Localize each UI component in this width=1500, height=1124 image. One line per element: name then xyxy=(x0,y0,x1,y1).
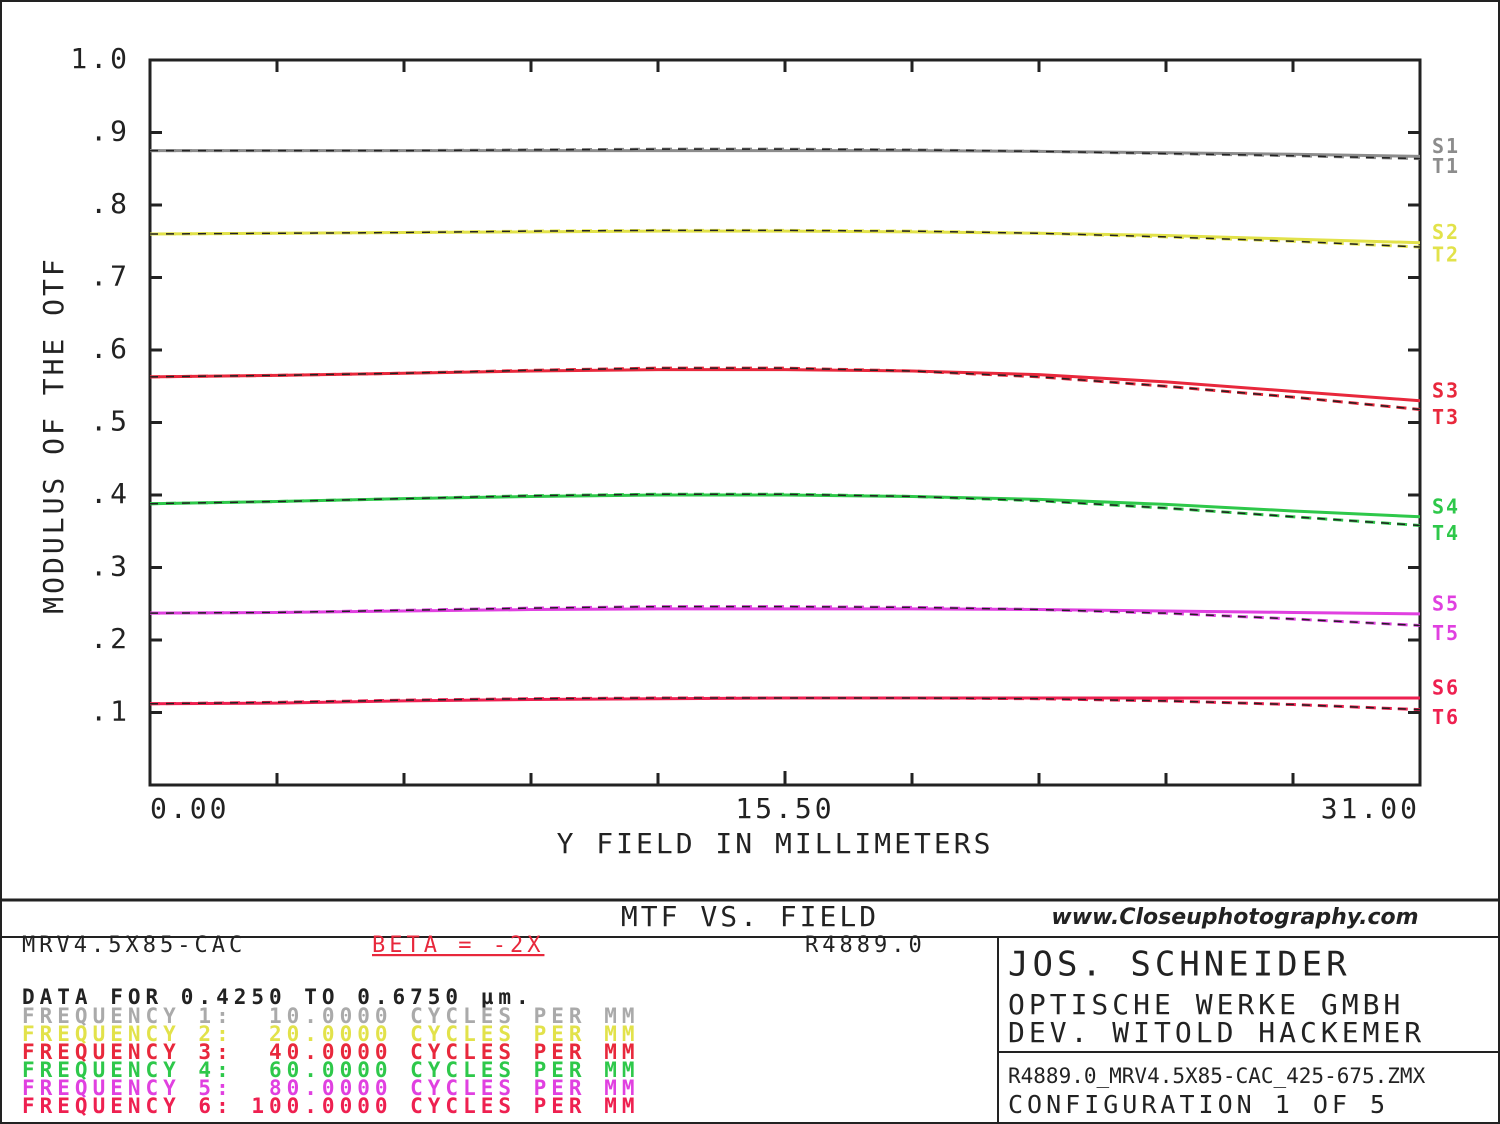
legend-label: T6 xyxy=(1432,705,1460,729)
legend-label: T5 xyxy=(1432,621,1460,645)
frequency-label: FREQUENCY 2: 20.0000 CYCLES PER MM xyxy=(22,1022,640,1046)
frequency-label: FREQUENCY 5: 80.0000 CYCLES PER MM xyxy=(22,1076,640,1100)
y-tick-label: .6 xyxy=(90,332,130,365)
company: JOS. SCHNEIDER xyxy=(1008,945,1351,985)
ref: R4889.0 xyxy=(805,933,926,958)
frequency-label: FREQUENCY 4: 60.0000 CYCLES PER MM xyxy=(22,1058,640,1082)
x-axis-title: Y FIELD IN MILLIMETERS xyxy=(557,827,994,860)
x-tick-label: 15.50 xyxy=(735,792,834,825)
tangential-line-overlay xyxy=(149,367,1421,411)
y-tick-label: .1 xyxy=(90,695,130,728)
legend-label: S4 xyxy=(1432,494,1460,518)
file-name: R4889.0_MRV4.5X85-CAC_425-675.ZMX xyxy=(1008,1064,1426,1088)
tangential-line-overlay xyxy=(150,148,1421,160)
legend-label: T3 xyxy=(1432,405,1460,429)
lens-name: MRV4.5X85-CAC xyxy=(22,933,246,958)
sagittal-line xyxy=(149,607,1421,616)
x-tick-label: 0.00 xyxy=(150,792,229,825)
y-axis-title: MODULUS OF THE OTF xyxy=(37,256,70,613)
plot-frame xyxy=(148,58,1422,787)
tangential-line-overlay xyxy=(149,697,1421,711)
y-tick-label: .2 xyxy=(90,622,130,655)
tangential-line-overlay xyxy=(149,493,1421,527)
legend-label: T1 xyxy=(1432,154,1460,178)
legend-label: S5 xyxy=(1432,591,1460,615)
company: OPTISCHE WERKE GMBH xyxy=(1008,988,1404,1021)
watermark: www.Closeuphotography.com xyxy=(1051,905,1418,930)
frequency-label: FREQUENCY 6: 100.0000 CYCLES PER MM xyxy=(22,1094,640,1118)
legend-label: S1 xyxy=(1432,134,1460,158)
y-tick-label: .9 xyxy=(90,115,130,148)
y-tick-label: .5 xyxy=(90,405,130,438)
legend-label: T4 xyxy=(1432,521,1460,545)
beta: BETA = -2X xyxy=(372,933,544,958)
legend-label: S6 xyxy=(1432,676,1460,700)
company: DEV. WITOLD HACKEMER xyxy=(1008,1016,1425,1049)
y-tick-label: 1.0 xyxy=(70,42,130,75)
data-range: DATA FOR 0.4250 TO 0.6750 µm. xyxy=(22,985,534,1009)
y-tick-label: .4 xyxy=(90,477,130,510)
legend-label: S2 xyxy=(1432,220,1460,244)
frequency-label: FREQUENCY 1: 10.0000 CYCLES PER MM xyxy=(22,1004,640,1028)
y-tick-label: .3 xyxy=(90,550,130,583)
tangential-line-overlay xyxy=(149,605,1421,627)
sagittal-line xyxy=(149,368,1421,403)
tangential-line xyxy=(149,696,1421,712)
legend-label: S3 xyxy=(1432,378,1460,402)
sagittal-line xyxy=(149,229,1421,245)
x-tick-label: 31.00 xyxy=(1321,792,1420,825)
footer-title: MTF VS. FIELD xyxy=(621,900,879,933)
y-tick-label: .7 xyxy=(90,260,130,293)
tangential-line-overlay xyxy=(149,229,1421,248)
frequency-label: FREQUENCY 3: 40.0000 CYCLES PER MM xyxy=(22,1040,640,1064)
configuration: CONFIGURATION 1 OF 5 xyxy=(1008,1090,1389,1119)
legend-label: T2 xyxy=(1432,243,1460,267)
y-tick-label: .8 xyxy=(90,187,130,220)
